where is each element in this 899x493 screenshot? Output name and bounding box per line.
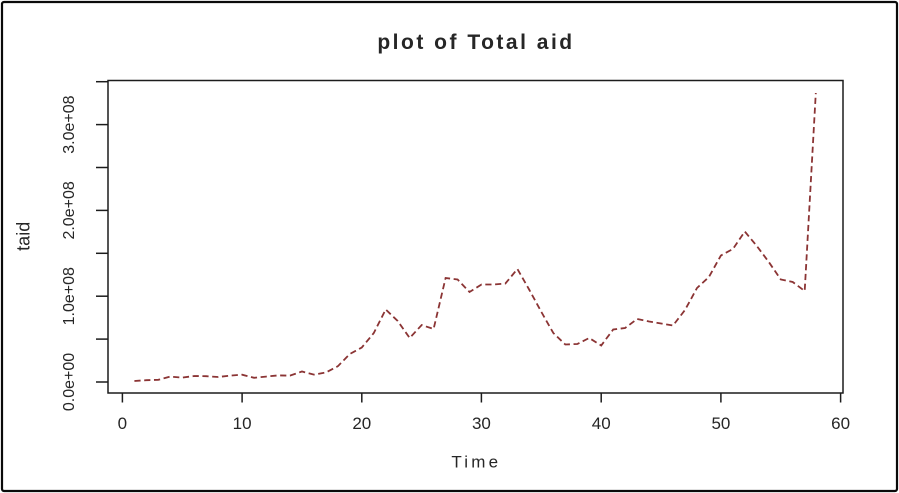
svg-text:20: 20 — [352, 414, 371, 433]
svg-text:0: 0 — [118, 414, 127, 433]
svg-text:2.0e+08: 2.0e+08 — [61, 181, 78, 239]
svg-text:plot of Total aid: plot of Total aid — [377, 31, 574, 54]
svg-text:taid: taid — [14, 222, 34, 251]
svg-text:10: 10 — [233, 414, 252, 433]
svg-text:40: 40 — [592, 414, 611, 433]
svg-text:50: 50 — [711, 414, 730, 433]
svg-text:Time: Time — [451, 453, 501, 472]
svg-text:60: 60 — [831, 414, 850, 433]
svg-text:0.0e+00: 0.0e+00 — [61, 353, 78, 411]
svg-text:3.0e+08: 3.0e+08 — [61, 95, 78, 153]
svg-text:1.0e+08: 1.0e+08 — [61, 267, 78, 325]
svg-text:30: 30 — [472, 414, 491, 433]
